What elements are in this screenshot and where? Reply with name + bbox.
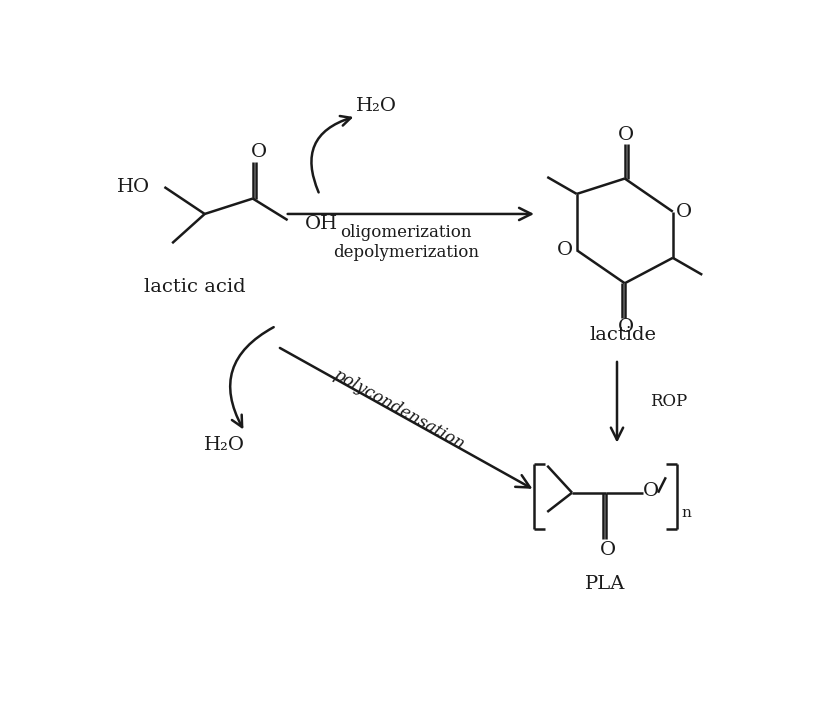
Text: O: O: [643, 482, 659, 500]
Text: polycondensation: polycondensation: [330, 367, 467, 453]
Text: OH: OH: [305, 215, 337, 233]
Text: PLA: PLA: [585, 575, 625, 593]
Text: O: O: [618, 125, 634, 144]
Text: O: O: [251, 143, 267, 161]
Text: O: O: [600, 541, 615, 558]
Text: HO: HO: [117, 178, 150, 196]
Text: lactide: lactide: [589, 326, 657, 344]
Text: H₂O: H₂O: [356, 97, 398, 115]
Text: H₂O: H₂O: [203, 436, 245, 454]
Text: oligomerization
depolymerization: oligomerization depolymerization: [333, 224, 479, 261]
Text: O: O: [557, 241, 573, 259]
Text: ROP: ROP: [650, 393, 688, 410]
Text: n: n: [681, 506, 691, 520]
Text: lactic acid: lactic acid: [144, 278, 246, 296]
Text: O: O: [676, 202, 693, 221]
Text: O: O: [618, 318, 634, 336]
